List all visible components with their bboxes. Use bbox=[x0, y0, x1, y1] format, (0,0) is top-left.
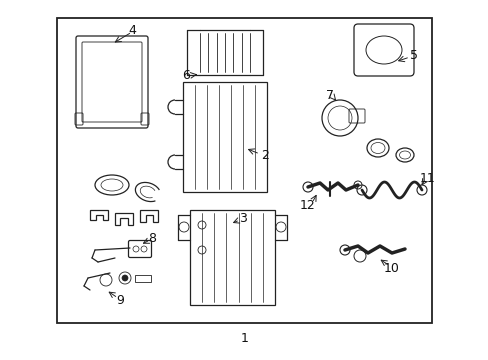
Text: 3: 3 bbox=[239, 212, 246, 225]
Text: 8: 8 bbox=[148, 231, 156, 244]
Text: 4: 4 bbox=[128, 23, 136, 36]
Bar bbox=[190, 210, 274, 305]
Text: 2: 2 bbox=[261, 149, 268, 162]
Text: 7: 7 bbox=[325, 89, 333, 102]
Bar bbox=[183, 82, 266, 192]
Bar bbox=[135, 275, 151, 282]
Text: 1: 1 bbox=[241, 332, 248, 345]
Text: 12: 12 bbox=[300, 198, 315, 212]
Text: 9: 9 bbox=[116, 293, 123, 306]
Text: 10: 10 bbox=[383, 261, 399, 274]
Text: 6: 6 bbox=[182, 68, 189, 81]
Circle shape bbox=[122, 275, 128, 281]
Bar bbox=[57, 18, 431, 323]
Text: 11: 11 bbox=[419, 171, 435, 185]
Text: 5: 5 bbox=[409, 49, 417, 62]
